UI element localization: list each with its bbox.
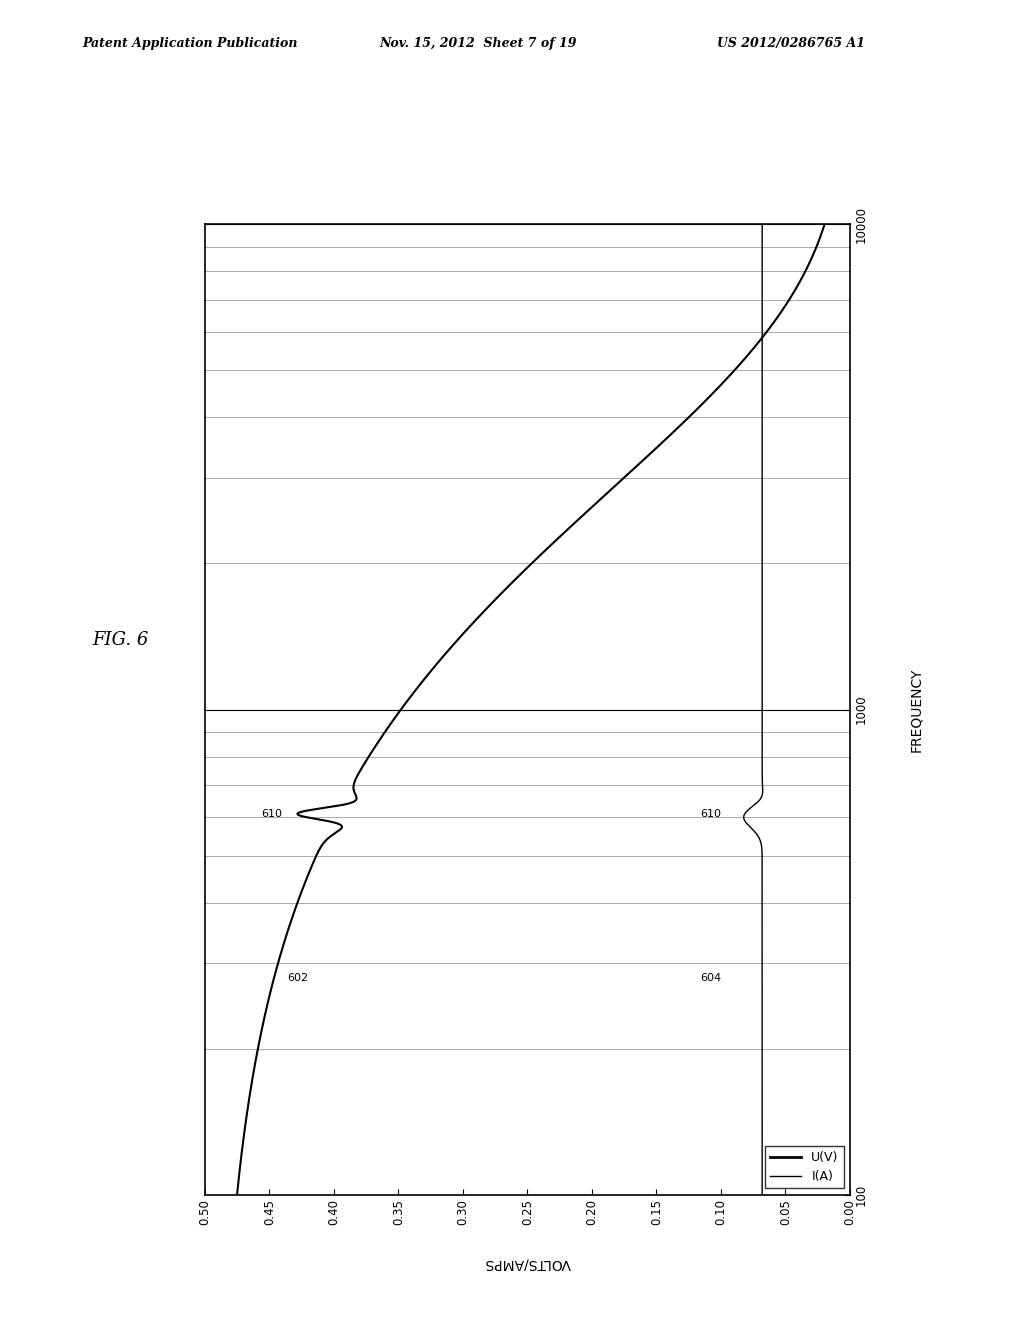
Text: 610: 610 bbox=[699, 809, 721, 818]
X-axis label: VOLTS/AMPS: VOLTS/AMPS bbox=[484, 1257, 570, 1270]
Legend: U(V), I(A): U(V), I(A) bbox=[765, 1146, 844, 1188]
Y-axis label: FREQUENCY: FREQUENCY bbox=[909, 668, 924, 751]
Text: 602: 602 bbox=[287, 973, 308, 982]
Text: Patent Application Publication: Patent Application Publication bbox=[82, 37, 297, 50]
Text: 604: 604 bbox=[699, 973, 721, 982]
Text: US 2012/0286765 A1: US 2012/0286765 A1 bbox=[717, 37, 865, 50]
Text: 610: 610 bbox=[261, 809, 283, 818]
Text: FIG. 6: FIG. 6 bbox=[92, 631, 148, 649]
Text: Nov. 15, 2012  Sheet 7 of 19: Nov. 15, 2012 Sheet 7 of 19 bbox=[379, 37, 577, 50]
